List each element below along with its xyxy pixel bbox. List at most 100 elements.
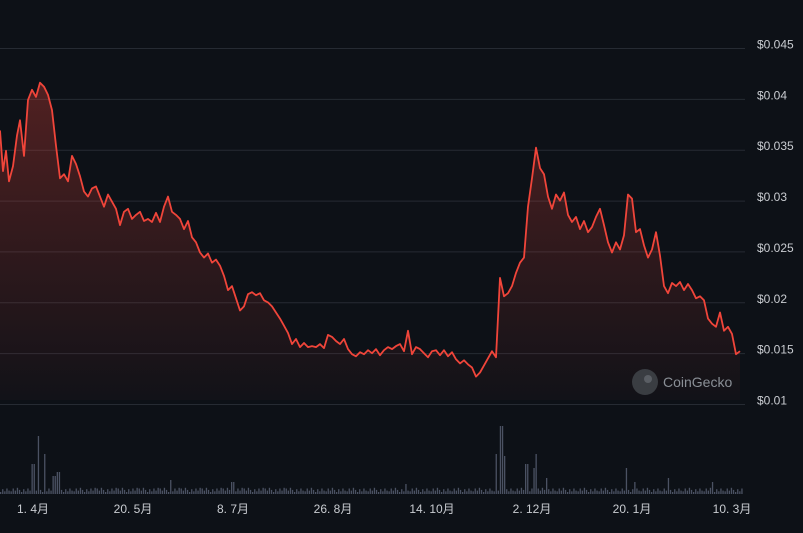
- volume-bar: [289, 487, 292, 494]
- volume-bar: [75, 488, 77, 494]
- volume-bar: [443, 489, 445, 494]
- y-tick-label: $0.02: [757, 292, 787, 306]
- volume-bar: [684, 488, 686, 494]
- volume-bar: [531, 488, 533, 494]
- volume-bar: [373, 487, 376, 494]
- volume-bar: [21, 492, 23, 494]
- volume-bar: [474, 488, 476, 494]
- volume-bar: [298, 491, 300, 494]
- volume-bar: [619, 491, 621, 494]
- volume-bar: [237, 488, 239, 494]
- volume-bar: [273, 492, 275, 494]
- volume-bar: [4, 491, 6, 494]
- volume-bar: [105, 492, 107, 494]
- volume-bar: [291, 489, 294, 494]
- volume-bar: [699, 488, 701, 494]
- volume-bar: [546, 478, 548, 494]
- volume-bar: [359, 489, 361, 494]
- volume-bar: [168, 492, 170, 494]
- volume-bar: [726, 488, 728, 494]
- volume-bar: [287, 490, 289, 494]
- volume-bar: [325, 491, 327, 494]
- volume-bar: [222, 488, 224, 494]
- volume-bar: [596, 490, 598, 494]
- volume-bar: [306, 488, 308, 494]
- volume-bar: [115, 487, 117, 494]
- volume-bar: [491, 490, 493, 494]
- volume-bar: [231, 482, 233, 494]
- volume-bar: [371, 490, 373, 494]
- volume-bar: [497, 490, 499, 494]
- volume-bar: [495, 454, 497, 494]
- volume-bar: [159, 488, 161, 494]
- y-tick-label: $0.04: [757, 88, 787, 102]
- volume-bar: [640, 491, 642, 494]
- volume-bar: [407, 490, 409, 494]
- volume-bar: [348, 488, 350, 494]
- volume-bar: [579, 488, 581, 494]
- volume-bar: [174, 488, 176, 494]
- volume-bar: [657, 488, 659, 494]
- volume-bar: [44, 454, 46, 494]
- volume-bar: [216, 488, 218, 494]
- volume-bar: [711, 482, 714, 494]
- volume-bar: [107, 489, 109, 494]
- volume-bar: [60, 489, 63, 494]
- volume-bar: [697, 491, 699, 494]
- volume-bar: [598, 491, 600, 494]
- y-tick-label: $0.025: [757, 241, 794, 255]
- volume-bar: [562, 487, 565, 494]
- volume-bar: [233, 482, 235, 494]
- volume-bar: [453, 488, 455, 494]
- volume-bar: [560, 490, 562, 494]
- volume-bar: [153, 488, 155, 494]
- volume-bar: [392, 490, 394, 494]
- volume-bar: [447, 488, 449, 494]
- volume-bar: [342, 488, 344, 494]
- volume-bar: [535, 454, 537, 494]
- volume-bar: [438, 489, 441, 494]
- volume-bar: [539, 490, 541, 494]
- volume-bar: [600, 488, 602, 494]
- volume-bar: [552, 488, 554, 494]
- volume-bar: [46, 491, 48, 494]
- volume-bar: [260, 490, 262, 494]
- volume-bar: [241, 487, 243, 494]
- volume-bar: [571, 491, 573, 494]
- volume-bar: [411, 488, 413, 494]
- volume-bar: [428, 490, 430, 494]
- volume-bar: [266, 490, 268, 494]
- volume-bar: [25, 491, 27, 494]
- volume-bar: [147, 492, 149, 494]
- volume-bar: [375, 489, 378, 494]
- volume-bar: [741, 488, 743, 494]
- volume-bar: [264, 488, 266, 494]
- volume-bar: [270, 489, 273, 494]
- volume-bar: [180, 488, 182, 494]
- x-tick-label: 8. 7月: [217, 502, 249, 516]
- volume-bar: [581, 490, 583, 494]
- volume-bar: [720, 488, 722, 494]
- volume-bar: [441, 492, 443, 494]
- volume-bar: [321, 488, 323, 494]
- volume-bar: [705, 488, 707, 494]
- volume-bar: [617, 490, 619, 494]
- volume-bar: [642, 488, 644, 494]
- volume-bar: [77, 490, 79, 494]
- volume-bar: [606, 489, 609, 494]
- volume-bar: [680, 490, 682, 494]
- volume-bar: [632, 489, 634, 494]
- volume-bar: [529, 491, 531, 494]
- volume-bar: [585, 489, 588, 494]
- volume-bar: [163, 487, 166, 494]
- volume-bar: [520, 487, 523, 494]
- volume-bar: [16, 487, 19, 494]
- volume-bar: [138, 488, 140, 494]
- volume-bar: [126, 492, 128, 494]
- volume-bar: [480, 489, 483, 494]
- volume-bar: [193, 491, 195, 494]
- x-tick-label: 2. 12月: [513, 502, 552, 516]
- volume-bar: [73, 491, 75, 494]
- volume-bar: [365, 490, 367, 494]
